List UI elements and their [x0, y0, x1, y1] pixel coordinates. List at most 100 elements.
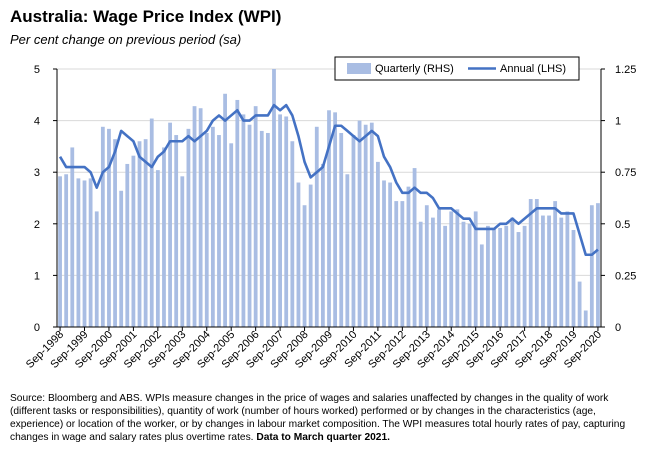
legend-box — [334, 56, 580, 81]
quarterly-bar — [437, 209, 441, 327]
quarterly-bar — [186, 128, 191, 327]
quarterly-bar — [553, 201, 558, 327]
quarterly-bar — [235, 99, 240, 328]
left-tick-label: 2 — [34, 219, 40, 231]
left-tick-label: 3 — [34, 167, 40, 179]
quarterly-bar — [394, 201, 399, 327]
quarterly-bar — [327, 110, 331, 327]
quarterly-bar — [388, 182, 393, 327]
quarterly-bar — [486, 225, 490, 327]
quarterly-bar — [565, 211, 570, 327]
quarterly-bar — [149, 118, 154, 327]
source-bold-note: Data to March quarter 2021. — [256, 432, 390, 443]
quarterly-bar — [516, 232, 521, 327]
quarterly-bar — [76, 178, 81, 327]
quarterly-bar — [180, 176, 185, 327]
quarterly-bar — [64, 174, 69, 327]
quarterly-bar — [461, 221, 466, 327]
quarterly-bar — [223, 93, 227, 327]
source-note: Source: Bloomberg and ABS. WPIs measure … — [10, 392, 642, 444]
quarterly-bar — [100, 126, 105, 328]
chart-subtitle: Per cent change on previous period (sa) — [10, 32, 242, 47]
quarterly-bar — [577, 281, 582, 327]
quarterly-bar — [583, 310, 588, 327]
left-tick-label: 5 — [34, 64, 40, 76]
quarterly-bar — [137, 141, 142, 327]
quarterly-bar — [82, 180, 87, 327]
legend-swatch-quarterly — [347, 63, 371, 74]
quarterly-bar — [528, 199, 533, 327]
quarterly-bar — [351, 135, 356, 327]
quarterly-bar — [217, 135, 221, 327]
quarterly-bar — [302, 205, 307, 327]
right-tick-label: 0.5 — [615, 219, 630, 231]
right-tick-label: 1 — [615, 116, 621, 128]
quarterly-bar — [363, 124, 368, 327]
legend: Quarterly (RHS) Annual (LHS) — [334, 56, 580, 81]
source-text: Source: Bloomberg and ABS. WPIs measure … — [10, 393, 626, 443]
quarterly-bar — [412, 168, 417, 327]
annual-line — [58, 103, 599, 257]
quarterly-bar — [589, 205, 594, 327]
quarterly-bar — [314, 126, 319, 328]
quarterly-bar — [88, 178, 93, 327]
right-tick-label: 1.25 — [615, 64, 636, 76]
quarterly-bar — [204, 132, 209, 327]
quarterly-bar — [290, 141, 295, 327]
legend-label-annual: Annual (LHS) — [500, 63, 566, 75]
quarterly-bar — [510, 217, 515, 327]
quarterly-bar — [498, 227, 503, 327]
quarterly-bar — [492, 227, 496, 327]
quarterly-bar — [229, 143, 234, 327]
quarterly-bar — [382, 180, 386, 327]
quarterly-bar — [467, 223, 472, 327]
quarterly-bar — [449, 211, 454, 327]
left-tick-label: 0 — [34, 322, 40, 334]
quarterly-bar — [168, 122, 172, 327]
quarterly-bar — [198, 108, 203, 327]
quarterly-bar — [162, 147, 166, 327]
left-tick-label: 4 — [34, 116, 40, 128]
quarterly-bar — [320, 163, 325, 327]
quarterly-bar — [345, 174, 350, 327]
quarterly-bar — [571, 229, 576, 327]
quarterly-bars — [58, 69, 600, 328]
quarterly-bar — [534, 199, 539, 327]
quarterly-bar — [547, 215, 551, 327]
quarterly-bar — [431, 217, 435, 327]
quarterly-bar — [155, 170, 160, 327]
quarterly-bar — [119, 190, 124, 327]
quarterly-bar — [210, 126, 215, 328]
quarterly-bar — [559, 217, 564, 327]
quarterly-bar — [143, 139, 148, 327]
quarterly-bar — [443, 225, 448, 327]
quarterly-bar — [400, 201, 405, 327]
quarterly-bar — [418, 221, 423, 327]
quarterly-bar — [247, 124, 252, 327]
quarterly-bar — [259, 130, 264, 327]
right-tick-label: 0.25 — [615, 270, 636, 282]
quarterly-bar — [265, 132, 270, 327]
quarterly-bar — [339, 132, 344, 327]
quarterly-bar — [308, 184, 313, 327]
annual-line-layer — [58, 103, 599, 257]
quarterly-bar — [272, 69, 276, 327]
quarterly-bar — [131, 155, 136, 327]
quarterly-bar — [113, 139, 117, 327]
legend-label-quarterly: Quarterly (RHS) — [375, 63, 454, 75]
quarterly-bar — [70, 147, 75, 327]
quarterly-bar — [406, 186, 411, 327]
quarterly-bar — [125, 163, 130, 327]
quarterly-bar — [455, 209, 460, 327]
quarterly-bar — [107, 128, 111, 327]
quarterly-bar — [333, 112, 338, 328]
quarterly-bar — [278, 114, 282, 328]
right-tick-label: 0.75 — [615, 167, 636, 179]
quarterly-bar — [58, 176, 62, 327]
left-tick-label: 1 — [34, 270, 40, 282]
quarterly-bar — [504, 225, 509, 327]
quarterly-bar — [596, 203, 600, 327]
right-tick-label: 0 — [615, 322, 621, 334]
quarterly-bar — [473, 211, 478, 327]
quarterly-bar — [253, 106, 258, 327]
